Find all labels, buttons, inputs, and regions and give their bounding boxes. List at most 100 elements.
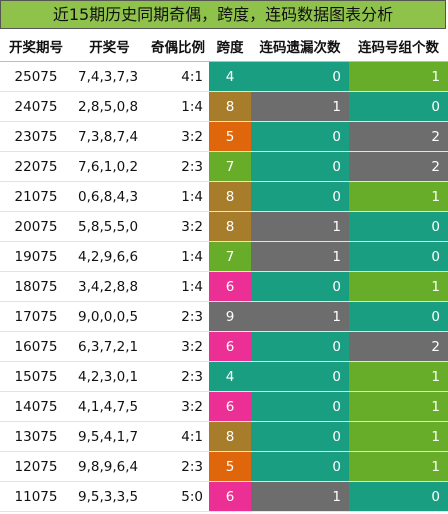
consecutive-miss-cell: 1	[251, 481, 349, 512]
numbers-cell: 9,5,4,1,7	[72, 421, 147, 452]
odd-even-cell: 1:4	[147, 91, 209, 122]
span-cell: 9	[209, 301, 251, 332]
column-header-odd-even: 奇偶比例	[147, 30, 209, 62]
issue-cell: 25075	[0, 61, 72, 92]
span-cell: 5	[209, 121, 251, 152]
header-row: 开奖期号 开奖号 奇偶比例 跨度 连码遗漏次数 连码号组个数	[0, 30, 448, 62]
issue-cell: 20075	[0, 211, 72, 242]
consecutive-miss-cell: 0	[251, 331, 349, 362]
odd-even-cell: 3:2	[147, 121, 209, 152]
consecutive-groups-cell: 0	[349, 301, 448, 332]
table-row: 25075 7,4,3,7,3 4:1 4 0 1	[0, 61, 448, 92]
odd-even-cell: 1:4	[147, 271, 209, 302]
span-cell: 5	[209, 451, 251, 482]
column-header-issue: 开奖期号	[0, 30, 72, 62]
issue-cell: 21075	[0, 181, 72, 212]
table-row: 13075 9,5,4,1,7 4:1 8 0 1	[0, 421, 448, 452]
issue-cell: 14075	[0, 391, 72, 422]
span-cell: 7	[209, 151, 251, 182]
span-cell: 6	[209, 391, 251, 422]
consecutive-groups-cell: 1	[349, 421, 448, 452]
odd-even-cell: 3:2	[147, 331, 209, 362]
span-cell: 7	[209, 241, 251, 272]
numbers-cell: 9,0,0,0,5	[72, 301, 147, 332]
consecutive-miss-cell: 0	[251, 181, 349, 212]
span-cell: 4	[209, 361, 251, 392]
issue-cell: 15075	[0, 361, 72, 392]
span-cell: 8	[209, 421, 251, 452]
table-row: 12075 9,8,9,6,4 2:3 5 0 1	[0, 451, 448, 482]
span-cell: 8	[209, 181, 251, 212]
consecutive-miss-cell: 0	[251, 61, 349, 92]
issue-cell: 11075	[0, 481, 72, 512]
issue-cell: 22075	[0, 151, 72, 182]
consecutive-groups-cell: 0	[349, 91, 448, 122]
issue-cell: 24075	[0, 91, 72, 122]
issue-cell: 16075	[0, 331, 72, 362]
numbers-cell: 5,8,5,5,0	[72, 211, 147, 242]
span-cell: 8	[209, 91, 251, 122]
odd-even-cell: 2:3	[147, 361, 209, 392]
issue-cell: 18075	[0, 271, 72, 302]
consecutive-miss-cell: 0	[251, 391, 349, 422]
consecutive-groups-cell: 0	[349, 481, 448, 512]
odd-even-cell: 4:1	[147, 61, 209, 92]
table-row: 23075 7,3,8,7,4 3:2 5 0 2	[0, 121, 448, 152]
column-header-numbers: 开奖号	[72, 30, 147, 62]
odd-even-cell: 2:3	[147, 451, 209, 482]
table-row: 17075 9,0,0,0,5 2:3 9 1 0	[0, 301, 448, 332]
numbers-cell: 7,6,1,0,2	[72, 151, 147, 182]
consecutive-miss-cell: 1	[251, 301, 349, 332]
span-cell: 6	[209, 271, 251, 302]
consecutive-groups-cell: 1	[349, 181, 448, 212]
consecutive-groups-cell: 1	[349, 61, 448, 92]
odd-even-cell: 1:4	[147, 181, 209, 212]
issue-cell: 12075	[0, 451, 72, 482]
table-row: 21075 0,6,8,4,3 1:4 8 0 1	[0, 181, 448, 212]
table-row: 18075 3,4,2,8,8 1:4 6 0 1	[0, 271, 448, 302]
numbers-cell: 4,2,9,6,6	[72, 241, 147, 272]
numbers-cell: 2,8,5,0,8	[72, 91, 147, 122]
table-row: 20075 5,8,5,5,0 3:2 8 1 0	[0, 211, 448, 242]
consecutive-groups-cell: 1	[349, 271, 448, 302]
consecutive-groups-cell: 1	[349, 451, 448, 482]
consecutive-miss-cell: 0	[251, 451, 349, 482]
issue-cell: 23075	[0, 121, 72, 152]
issue-cell: 19075	[0, 241, 72, 272]
consecutive-groups-cell: 2	[349, 121, 448, 152]
span-cell: 6	[209, 331, 251, 362]
column-header-consecutive-groups: 连码号组个数	[349, 30, 448, 62]
numbers-cell: 4,1,4,7,5	[72, 391, 147, 422]
consecutive-groups-cell: 0	[349, 211, 448, 242]
consecutive-miss-cell: 0	[251, 361, 349, 392]
odd-even-cell: 2:3	[147, 301, 209, 332]
table-row: 11075 9,5,3,3,5 5:0 6 1 0	[0, 481, 448, 512]
table-row: 14075 4,1,4,7,5 3:2 6 0 1	[0, 391, 448, 422]
table-row: 19075 4,2,9,6,6 1:4 7 1 0	[0, 241, 448, 272]
consecutive-miss-cell: 1	[251, 211, 349, 242]
consecutive-miss-cell: 0	[251, 421, 349, 452]
odd-even-cell: 3:2	[147, 211, 209, 242]
table-row: 15075 4,2,3,0,1 2:3 4 0 1	[0, 361, 448, 392]
consecutive-groups-cell: 1	[349, 361, 448, 392]
consecutive-miss-cell: 1	[251, 241, 349, 272]
span-cell: 8	[209, 211, 251, 242]
consecutive-groups-cell: 2	[349, 151, 448, 182]
table-row: 16075 6,3,7,2,1 3:2 6 0 2	[0, 331, 448, 362]
table-row: 22075 7,6,1,0,2 2:3 7 0 2	[0, 151, 448, 182]
numbers-cell: 4,2,3,0,1	[72, 361, 147, 392]
odd-even-cell: 3:2	[147, 391, 209, 422]
numbers-cell: 3,4,2,8,8	[72, 271, 147, 302]
consecutive-groups-cell: 0	[349, 241, 448, 272]
table-body: 25075 7,4,3,7,3 4:1 4 0 1 24075 2,8,5,0,8 1:4 8 1 0…	[0, 61, 448, 512]
odd-even-cell: 1:4	[147, 241, 209, 272]
consecutive-miss-cell: 0	[251, 271, 349, 302]
issue-cell: 13075	[0, 421, 72, 452]
numbers-cell: 7,3,8,7,4	[72, 121, 147, 152]
numbers-cell: 0,6,8,4,3	[72, 181, 147, 212]
column-header-consecutive-miss: 连码遗漏次数	[251, 30, 349, 62]
issue-cell: 17075	[0, 301, 72, 332]
consecutive-miss-cell: 0	[251, 151, 349, 182]
column-header-span: 跨度	[209, 30, 251, 62]
consecutive-groups-cell: 1	[349, 391, 448, 422]
